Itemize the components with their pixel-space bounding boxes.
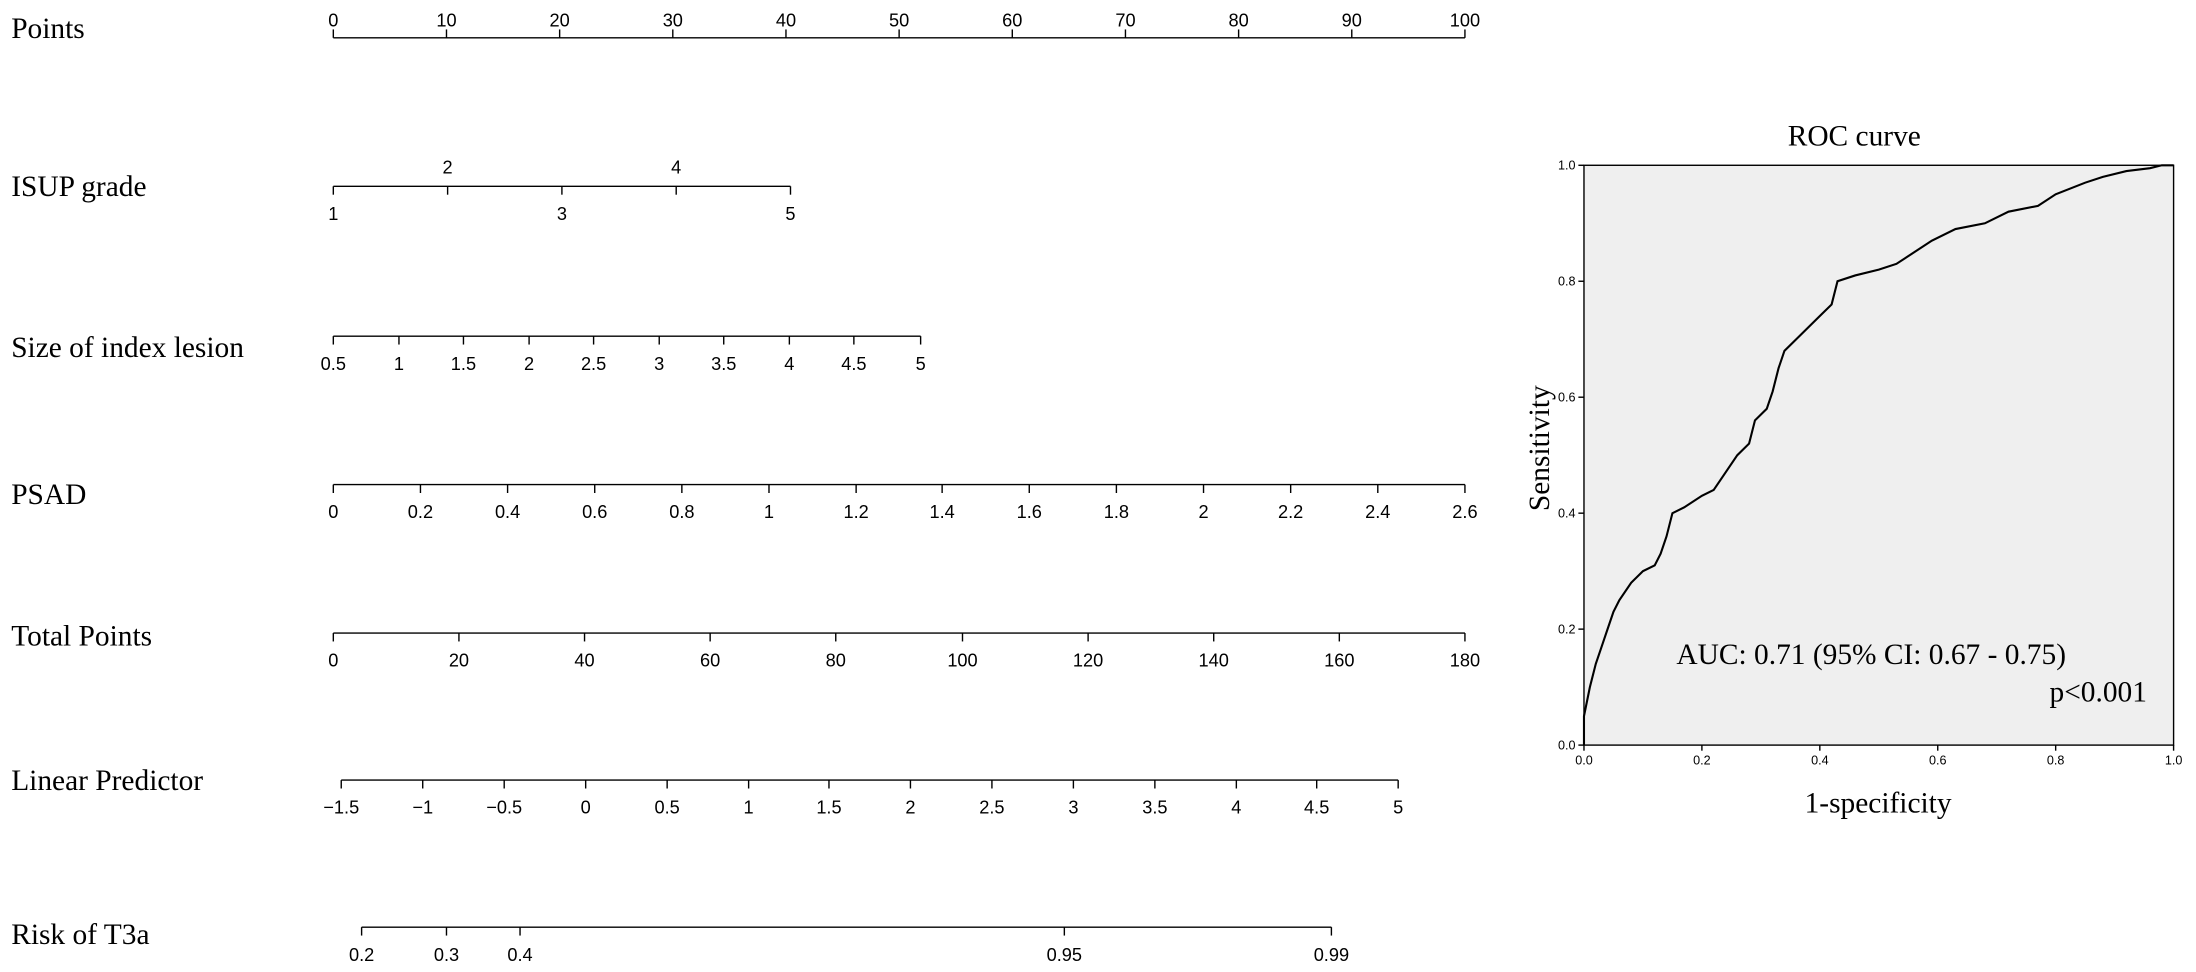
x-tick-label: 0.2 <box>1693 754 1711 768</box>
tick-label: 1.2 <box>843 502 868 522</box>
tick-label: 2.6 <box>1452 502 1477 522</box>
tick-label: 5 <box>1393 798 1403 818</box>
tick-label: 50 <box>889 11 909 31</box>
y-tick-label: 0.4 <box>1558 506 1576 520</box>
tick-label: 2 <box>1198 502 1208 522</box>
tick-label: 3 <box>1068 798 1078 818</box>
tick-label: 0 <box>328 502 338 522</box>
tick-label: 20 <box>550 11 570 31</box>
tick-label: 5 <box>785 204 795 224</box>
tick-label: 0 <box>581 798 591 818</box>
scale-label: Linear Predictor <box>11 765 203 797</box>
tick-label: 0 <box>328 651 338 671</box>
x-tick-label: 0.6 <box>1929 754 1947 768</box>
tick-label: 0 <box>328 11 338 31</box>
tick-label: 2.4 <box>1365 502 1390 522</box>
tick-label: 10 <box>436 11 456 31</box>
tick-label: 1 <box>764 502 774 522</box>
tick-label: 4 <box>784 354 794 374</box>
scale-label: Size of index lesion <box>11 332 244 364</box>
tick-label: 4.5 <box>1304 798 1329 818</box>
tick-label: 40 <box>776 11 796 31</box>
tick-label: 2 <box>905 798 915 818</box>
tick-label: 100 <box>947 651 977 671</box>
tick-label: 0.4 <box>507 945 532 965</box>
tick-label: 3 <box>557 204 567 224</box>
tick-label: 0.99 <box>1314 945 1349 965</box>
tick-label: 40 <box>574 651 594 671</box>
tick-label: 2 <box>443 158 453 178</box>
y-tick-label: 0.2 <box>1558 622 1576 636</box>
tick-label: 0.2 <box>408 502 433 522</box>
tick-label: 4 <box>671 158 681 178</box>
x-tick-label: 0.8 <box>2047 754 2065 768</box>
tick-label: 3 <box>654 354 664 374</box>
tick-label: 3.5 <box>1142 798 1167 818</box>
x-axis-label: 1-specificity <box>1805 787 1952 819</box>
tick-label: 100 <box>1450 11 1480 31</box>
scale-label: PSAD <box>11 479 86 511</box>
tick-label: −1.5 <box>323 798 359 818</box>
tick-label: 4.5 <box>841 354 866 374</box>
tick-label: 30 <box>663 11 683 31</box>
tick-label: 1.4 <box>929 502 954 522</box>
tick-label: 0.8 <box>669 502 694 522</box>
tick-label: 80 <box>1228 11 1248 31</box>
x-tick-label: 0.4 <box>1811 754 1829 768</box>
y-tick-label: 0.0 <box>1558 738 1576 752</box>
tick-label: 160 <box>1324 651 1354 671</box>
tick-label: 0.2 <box>349 945 374 965</box>
y-tick-label: 0.6 <box>1558 390 1576 404</box>
tick-label: 2.5 <box>979 798 1004 818</box>
annotation: p<0.001 <box>2050 677 2147 709</box>
y-axis-label: Sensitivity <box>1524 385 1556 511</box>
x-tick-label: 0.0 <box>1575 754 1593 768</box>
tick-label: 1.8 <box>1104 502 1129 522</box>
y-tick-label: 0.8 <box>1558 274 1576 288</box>
tick-label: 5 <box>916 354 926 374</box>
roc-title: ROC curve <box>1788 121 1921 153</box>
tick-label: 0.5 <box>321 354 346 374</box>
tick-label: 1 <box>328 204 338 224</box>
tick-label: 3.5 <box>711 354 736 374</box>
roc-curve <box>1582 164 2174 746</box>
tick-label: 1 <box>394 354 404 374</box>
tick-label: 0.3 <box>434 945 459 965</box>
tick-label: 120 <box>1073 651 1103 671</box>
scale-label: Points <box>11 13 85 45</box>
scale-label: Total Points <box>11 621 152 653</box>
y-tick-label: 1.0 <box>1558 158 1576 172</box>
tick-label: 0.4 <box>495 502 520 522</box>
tick-label: 1.5 <box>816 798 841 818</box>
scale-label: Risk of T3a <box>11 919 149 951</box>
x-tick-label: 1.0 <box>2165 754 2183 768</box>
annotation: AUC: 0.71 (95% CI: 0.67 - 0.75) <box>1676 639 2066 671</box>
tick-label: 20 <box>449 651 469 671</box>
tick-label: 4 <box>1231 798 1241 818</box>
tick-label: 0.95 <box>1047 945 1082 965</box>
tick-label: 180 <box>1450 651 1480 671</box>
tick-label: 1.5 <box>451 354 476 374</box>
tick-label: −1 <box>412 798 433 818</box>
tick-label: 2.5 <box>581 354 606 374</box>
tick-label: 80 <box>826 651 846 671</box>
tick-label: 60 <box>1002 11 1022 31</box>
tick-label: 2 <box>524 354 534 374</box>
plot-area <box>1583 164 2175 746</box>
tick-label: 1.6 <box>1017 502 1042 522</box>
tick-label: 140 <box>1199 651 1229 671</box>
tick-label: 0.6 <box>582 502 607 522</box>
tick-label: 2.2 <box>1278 502 1303 522</box>
tick-label: 0.5 <box>654 798 679 818</box>
tick-label: 90 <box>1342 11 1362 31</box>
tick-label: 70 <box>1115 11 1135 31</box>
tick-label: 60 <box>700 651 720 671</box>
tick-label: 1 <box>744 798 754 818</box>
tick-label: −0.5 <box>486 798 522 818</box>
scale-label: ISUP grade <box>11 171 146 203</box>
